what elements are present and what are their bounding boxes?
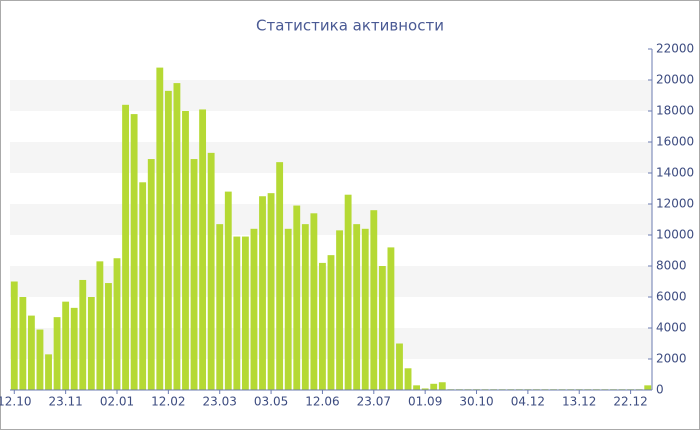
x-tick-label: 04.12 [511,395,545,409]
y-tick-label: 4000 [656,321,687,335]
bar [87,297,95,390]
bar [233,236,241,390]
x-tick-label: 12.06 [305,395,339,409]
x-tick-label: 23.07 [357,395,391,409]
bar [284,228,292,390]
bar [27,315,35,390]
bar [53,317,61,390]
bar [361,228,369,390]
grid-band [10,204,652,235]
bar [139,182,147,390]
bar [353,224,361,390]
bar [105,283,112,390]
y-tick-label: 2000 [656,352,687,366]
bar [173,83,181,390]
bar [370,210,378,390]
y-tick-label: 8000 [656,259,687,273]
bar [182,111,189,390]
x-tick-label: 23.11 [48,395,82,409]
bar [259,196,266,390]
grid-band [10,80,652,111]
bar [421,388,429,390]
bar [310,213,318,390]
y-tick-label: 16000 [656,135,694,149]
bar [327,255,335,390]
bar [387,247,395,390]
bar [207,152,215,390]
bar [378,266,386,390]
bar [396,343,403,390]
bar [216,224,224,390]
y-tick-label: 6000 [656,290,687,304]
bar [241,236,249,390]
y-tick-label: 0 [656,383,664,397]
bar [293,205,301,390]
x-tick-label: 01.09 [408,395,442,409]
bar [36,329,44,390]
bar [122,104,129,391]
bar [45,354,52,390]
y-tick-label: 18000 [656,104,694,118]
bar [156,67,164,390]
bar [190,159,198,390]
y-tick-label: 10000 [656,228,694,242]
bar [79,279,87,390]
bar [113,258,121,390]
bar [10,281,18,390]
grid-band [10,142,652,173]
bar [96,261,104,390]
y-tick-label: 12000 [656,197,694,211]
bar [404,368,412,390]
bar [644,385,652,390]
bar [62,301,70,390]
x-tick-label: 13.12 [562,395,596,409]
bar [438,382,446,390]
x-tick-label: 12.10 [0,395,31,409]
x-tick-label: 03.05 [254,395,288,409]
x-tick-label: 12.02 [151,395,185,409]
bar [267,193,275,390]
x-tick-label: 23.03 [203,395,237,409]
bar [430,383,438,390]
bar [147,159,155,390]
chart-title: Статистика активности [256,17,444,35]
bar [319,262,326,390]
bar [164,90,172,390]
x-tick-label: 02.01 [100,395,134,409]
bar [224,191,232,390]
bar [199,109,207,390]
bar [70,307,78,390]
bar [250,228,258,390]
bar [19,297,27,390]
x-tick-label: 30.10 [459,395,493,409]
y-tick-label: 14000 [656,166,694,180]
x-tick-label: 22.12 [613,395,647,409]
bar [301,224,309,390]
bar [413,385,421,390]
bar [336,230,343,390]
y-tick-label: 22000 [656,42,694,56]
y-tick-label: 20000 [656,73,694,87]
bar [276,162,284,390]
bar [130,114,138,390]
bar [344,194,352,390]
